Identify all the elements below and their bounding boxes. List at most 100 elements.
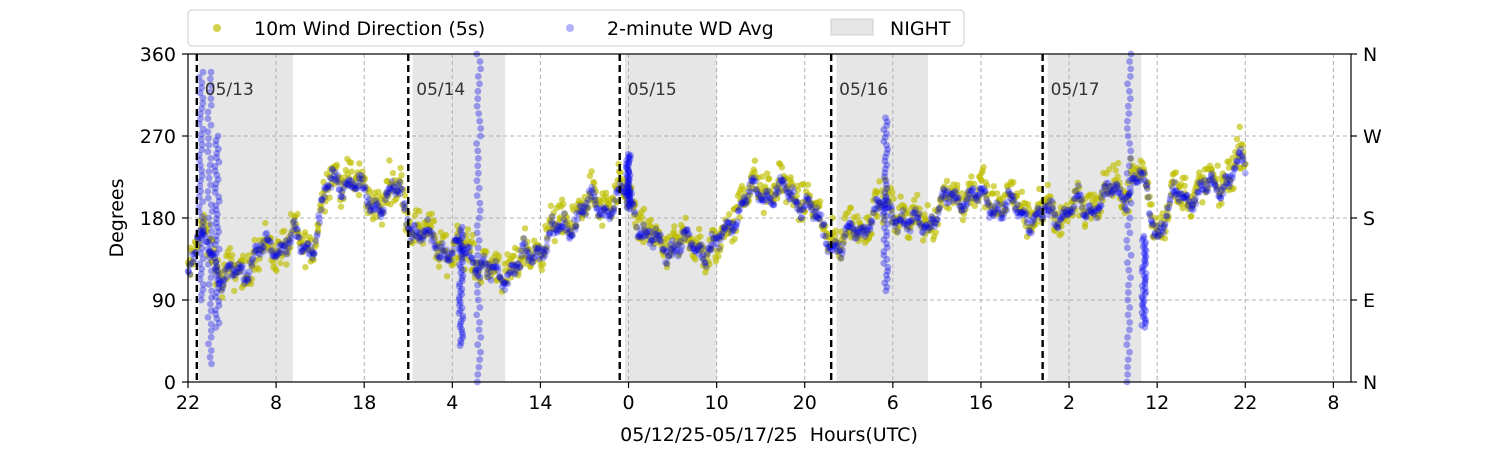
point-1-71 bbox=[241, 277, 249, 284]
point-1-324 bbox=[448, 250, 456, 258]
point-1-430 bbox=[534, 245, 542, 253]
point-1-948 bbox=[956, 202, 963, 210]
point-1-31 bbox=[209, 251, 217, 258]
point-1-497 bbox=[588, 186, 596, 194]
point-1-1179 bbox=[1143, 185, 1151, 193]
point-0-690 bbox=[671, 223, 678, 230]
point-1-488 bbox=[582, 211, 589, 219]
point-0-1481 bbox=[1229, 154, 1236, 162]
point-1-858 bbox=[882, 194, 890, 202]
point-1-103 bbox=[268, 246, 276, 254]
point-1-652 bbox=[715, 232, 723, 240]
point-1-309 bbox=[436, 253, 444, 261]
point-1-267 bbox=[401, 206, 409, 213]
excursion-point-2-42 bbox=[212, 141, 220, 149]
excursion-point-0-40 bbox=[196, 89, 204, 97]
point-1-108 bbox=[272, 252, 280, 260]
point-1-320 bbox=[445, 257, 452, 265]
point-1-348 bbox=[468, 254, 475, 262]
excursion-point-3-24 bbox=[476, 199, 484, 207]
point-1-1063 bbox=[1049, 204, 1057, 212]
point-1-627 bbox=[695, 250, 703, 258]
excursion-point-4-1 bbox=[457, 339, 465, 347]
point-1-1185 bbox=[1148, 220, 1156, 228]
point-1-1227 bbox=[1183, 191, 1190, 199]
excursion-point-4-30 bbox=[456, 261, 464, 269]
point-1-1271 bbox=[1219, 190, 1227, 198]
excursion-point-8-35 bbox=[1141, 251, 1149, 259]
point-1-866 bbox=[889, 218, 897, 226]
point-1-578 bbox=[655, 235, 663, 243]
point-1-352 bbox=[471, 269, 479, 277]
excursion-point-1-22 bbox=[205, 214, 213, 222]
point-1-29 bbox=[207, 251, 215, 259]
point-1-1039 bbox=[1029, 213, 1037, 221]
point-0-1488 bbox=[1233, 135, 1241, 143]
point-1-845 bbox=[872, 196, 879, 203]
point-1-499 bbox=[591, 193, 598, 201]
point-1-881 bbox=[902, 217, 909, 225]
point-1-260 bbox=[396, 178, 404, 186]
excursion-point-2-5 bbox=[215, 302, 223, 309]
point-1-1192 bbox=[1154, 232, 1162, 240]
point-1-1042 bbox=[1032, 211, 1040, 218]
point-1-1210 bbox=[1169, 188, 1177, 195]
point-1-570 bbox=[648, 237, 655, 245]
point-1-182 bbox=[333, 177, 341, 185]
point-1-664 bbox=[725, 219, 732, 227]
point-1-758 bbox=[802, 202, 809, 210]
excursion-point-1-0 bbox=[208, 360, 215, 368]
point-1-734 bbox=[781, 186, 789, 194]
point-1-662 bbox=[723, 218, 731, 226]
excursion-point-5-21 bbox=[625, 179, 632, 187]
legend: 10m Wind Direction (5s) 2-minute WD Avg … bbox=[187, 9, 965, 47]
point-1-409 bbox=[517, 247, 525, 255]
point-1-972 bbox=[976, 184, 984, 192]
excursion-point-5-13 bbox=[624, 189, 631, 197]
point-1-1166 bbox=[1133, 177, 1140, 185]
excursion-point-2-40 bbox=[213, 150, 221, 157]
point-1-152 bbox=[308, 248, 316, 256]
excursion-point-6-16 bbox=[881, 224, 888, 232]
point-1-248 bbox=[386, 183, 394, 191]
point-0-855 bbox=[787, 174, 794, 181]
point-1-1114 bbox=[1091, 205, 1098, 213]
point-1-742 bbox=[788, 191, 796, 199]
point-1-615 bbox=[684, 231, 692, 239]
excursion-point-0-26 bbox=[197, 162, 204, 169]
point-0-848 bbox=[783, 198, 790, 206]
point-1-459 bbox=[558, 223, 565, 230]
point-1-958 bbox=[963, 200, 971, 208]
point-0-1192 bbox=[1025, 205, 1033, 212]
point-0-969 bbox=[868, 219, 875, 226]
point-1-670 bbox=[729, 227, 737, 235]
point-1-1047 bbox=[1036, 210, 1044, 218]
point-0-192 bbox=[320, 178, 327, 186]
point-1-148 bbox=[304, 240, 312, 248]
point-1-820 bbox=[851, 228, 859, 235]
point-1-371 bbox=[485, 260, 493, 268]
point-0-1383 bbox=[1160, 222, 1167, 229]
point-1-446 bbox=[548, 220, 555, 228]
point-1-365 bbox=[481, 259, 489, 267]
point-1-77 bbox=[247, 259, 255, 267]
point-0-422 bbox=[483, 248, 490, 256]
point-0-24 bbox=[201, 216, 208, 223]
excursion-point-0-44 bbox=[199, 68, 207, 76]
excursion-point-6-38 bbox=[880, 138, 888, 145]
point-1-988 bbox=[989, 209, 996, 216]
excursion-point-4-19 bbox=[458, 291, 466, 298]
point-1-432 bbox=[536, 255, 543, 263]
point-1-1165 bbox=[1133, 179, 1141, 186]
excursion-point-5-32 bbox=[624, 165, 632, 173]
point-1-926 bbox=[938, 193, 946, 200]
point-0-903 bbox=[821, 222, 829, 230]
point-0-742 bbox=[708, 244, 715, 252]
point-1-1198 bbox=[1160, 229, 1167, 236]
point-1-347 bbox=[467, 253, 474, 261]
point-0-930 bbox=[840, 239, 847, 246]
point-0-156 bbox=[294, 210, 301, 218]
point-1-46 bbox=[221, 267, 229, 274]
excursion-point-4-44 bbox=[458, 223, 466, 231]
